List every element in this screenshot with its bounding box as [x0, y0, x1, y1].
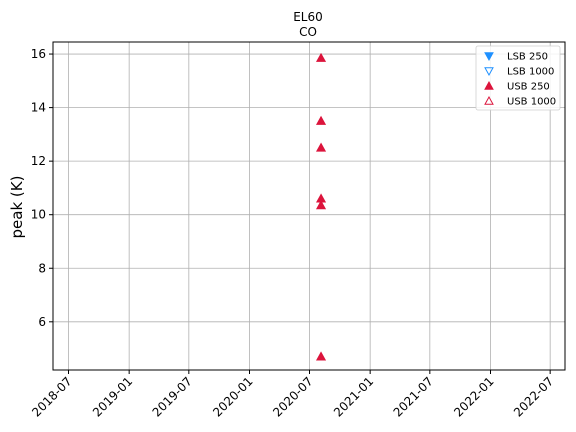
data-point: [317, 54, 325, 62]
x-tick-label: 2018-07: [29, 374, 74, 419]
data-point: [317, 144, 325, 152]
x-tick-label: 2021-01: [331, 374, 376, 419]
chart-title-line-1: EL60: [293, 10, 323, 24]
y-tick-label: 14: [31, 101, 46, 115]
y-axis-label: peak (K): [8, 176, 26, 239]
data-point: [317, 117, 325, 125]
legend: LSB 250 LSB 1000 USB 250 USB 1000: [476, 46, 560, 110]
y-tick-label: 12: [31, 154, 46, 168]
legend-label: USB 250: [507, 82, 550, 93]
chart-title-line-2: CO: [299, 25, 317, 39]
y-tick-label: 8: [38, 261, 46, 275]
data-point: [317, 352, 325, 360]
data-points: [317, 54, 325, 360]
x-tick-label: 2021-07: [391, 374, 436, 419]
legend-label: LSB 1000: [507, 67, 554, 78]
y-axis: 6 8 10 12 14 16: [31, 47, 53, 329]
x-tick-label: 2019-07: [150, 374, 195, 419]
legend-label: LSB 250: [507, 52, 548, 63]
y-tick-label: 16: [31, 47, 46, 61]
x-tick-label: 2022-07: [511, 374, 556, 419]
legend-label: USB 1000: [507, 97, 556, 108]
x-tick-label: 2019-01: [90, 374, 135, 419]
x-axis: 2018-07 2019-01 2019-07 2020-01 2020-07 2021-…: [29, 370, 556, 420]
x-tick-label: 2020-01: [210, 374, 255, 419]
x-tick-label: 2022-01: [451, 374, 496, 419]
y-tick-label: 10: [31, 208, 46, 222]
x-tick-label: 2020-07: [270, 374, 315, 419]
y-tick-label: 6: [38, 315, 46, 329]
